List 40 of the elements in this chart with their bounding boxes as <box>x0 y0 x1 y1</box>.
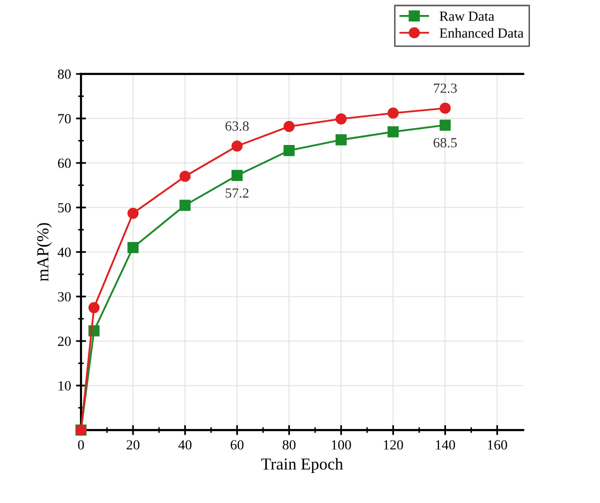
data-label: 72.3 <box>434 84 457 93</box>
y-tick-label: 70 <box>58 114 71 124</box>
y-tick-label: 60 <box>58 158 71 168</box>
x-tick-label: 60 <box>230 440 244 450</box>
point <box>232 140 243 152</box>
x-tick-label: 140 <box>436 440 456 450</box>
legend-label: Enhanced Data <box>440 28 524 38</box>
y-tick-label: 50 <box>58 203 71 212</box>
point <box>440 120 451 131</box>
point <box>284 120 295 132</box>
data-label: 68.5 <box>434 138 457 148</box>
x-tick-label: 0 <box>78 440 84 450</box>
x-tick-label: 160 <box>488 440 508 450</box>
y-tick-label: 30 <box>58 292 71 302</box>
point <box>179 200 191 211</box>
point <box>127 208 139 219</box>
y-tick-label: 10 <box>58 381 71 391</box>
point <box>336 113 347 124</box>
y-tick-label: 40 <box>58 248 71 257</box>
legend-label: Raw Data <box>440 12 494 21</box>
point <box>440 102 451 114</box>
point <box>88 302 100 314</box>
data-label: 57.2 <box>226 188 248 198</box>
y-tick-label: 80 <box>58 70 71 79</box>
x-tick-label: 120 <box>384 440 404 450</box>
point <box>179 170 191 182</box>
x-tick-label: 20 <box>126 440 140 450</box>
data-label: 63.8 <box>226 121 249 131</box>
point <box>284 144 295 156</box>
x-axis-title: Train Epoch <box>261 458 344 474</box>
y-axis-title: mAP(%) <box>36 223 52 282</box>
point <box>232 170 243 181</box>
point <box>388 126 399 138</box>
x-tick-label: 40 <box>178 440 192 450</box>
point <box>127 242 139 254</box>
y-tick-label: 20 <box>58 336 71 346</box>
x-tick-label: 100 <box>332 440 352 450</box>
x-tick-label: 80 <box>282 440 296 450</box>
point <box>388 108 399 119</box>
point <box>336 134 347 146</box>
